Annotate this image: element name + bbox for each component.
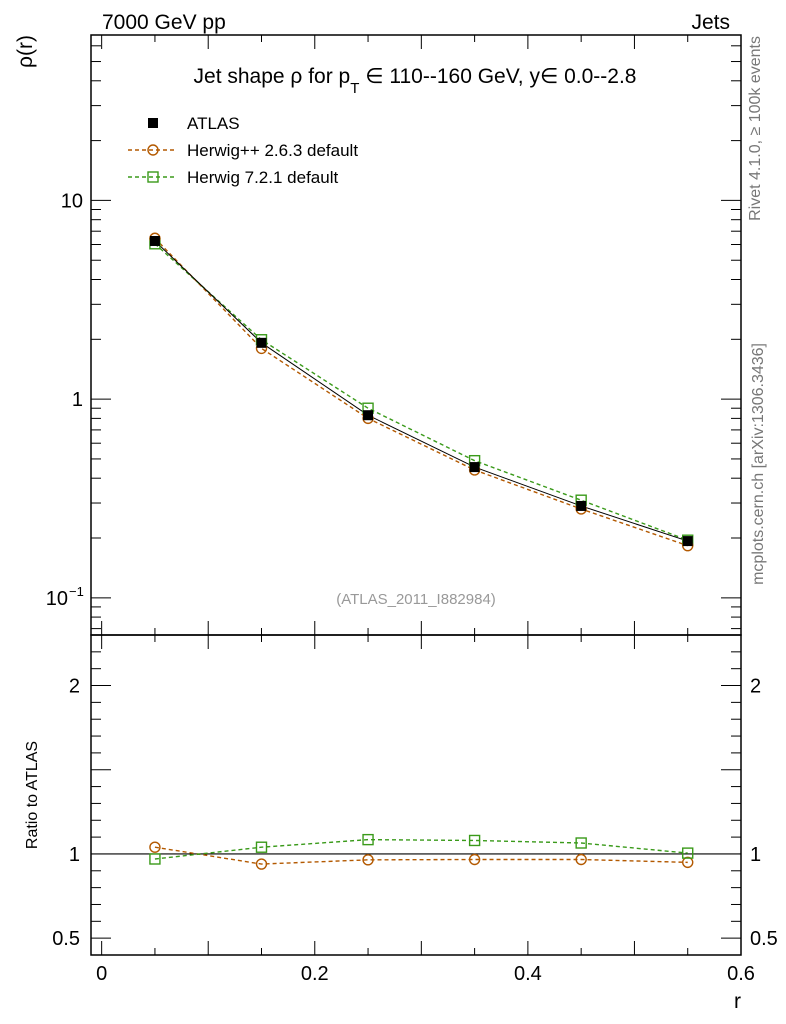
x-tick-label: 0.2	[301, 963, 329, 985]
ratio-point	[575, 853, 587, 866]
ratio-point	[362, 833, 374, 846]
data-point	[469, 462, 480, 473]
ratio-tick-label-right: 1	[750, 844, 761, 866]
ratio-point	[468, 834, 481, 847]
legend-label: ATLAS	[187, 114, 240, 133]
x-axis-label: r	[734, 990, 741, 1013]
ratio-panel: 2 2 1 1 0.5 0.5 Ratio to ATLAS	[24, 634, 778, 956]
main-series	[149, 232, 694, 552]
ratio-point	[149, 853, 161, 865]
data-point	[256, 337, 267, 348]
data-point	[149, 235, 160, 246]
energy-label: 7000 GeV pp	[102, 11, 226, 34]
ratio-panel-frame	[90, 634, 742, 956]
y-axis-label: ρ(r)	[14, 35, 37, 68]
title-prefix: Jet shape ρ for p	[194, 65, 351, 88]
ratio-tick-label: 0.5	[52, 928, 80, 950]
ratio-point	[682, 856, 694, 869]
data-point	[576, 500, 587, 511]
legend-label: Herwig++ 2.6.3 default	[187, 141, 358, 160]
y-tick-label: 10	[61, 190, 83, 212]
series-line	[154, 237, 688, 547]
ratio-tick-label: 1	[69, 844, 80, 866]
ratio-line	[154, 838, 688, 860]
data-point	[682, 536, 693, 547]
ratio-point	[255, 858, 268, 870]
legend-marker	[147, 171, 159, 183]
ratio-y-tick-labels: 2 2 1 1 0.5 0.5	[52, 676, 778, 951]
ratio-line	[154, 846, 688, 865]
ratio-point	[255, 841, 268, 853]
legend: ATLAS Herwig++ 2.6.3 default Herwig 7.2.1 …	[128, 114, 358, 187]
category-label: Jets	[691, 11, 730, 34]
legend-marker	[147, 144, 159, 156]
ratio-point	[682, 847, 694, 859]
legend-marker	[148, 118, 158, 128]
series-line-atlas	[154, 240, 688, 542]
analysis-label: (ATLAS_2011_I882984)	[336, 591, 496, 608]
ratio-series	[149, 833, 694, 870]
ratio-point	[468, 853, 481, 866]
ratio-ticks	[91, 634, 742, 956]
ratio-axis-label: Ratio to ATLAS	[24, 741, 41, 849]
ratio-tick-label-right: 2	[750, 676, 761, 698]
source-label: mcplots.cern.ch [arXiv:1306.3436]	[750, 343, 767, 585]
ratio-tick-label: 2	[69, 676, 80, 698]
series-line	[154, 243, 688, 541]
data-point	[363, 410, 374, 421]
title-subscript: T	[350, 80, 359, 97]
legend-label: Herwig 7.2.1 default	[187, 168, 338, 187]
plot-title: Jet shape ρ for pT ∈ 110--160 GeV, y∈ 0.…	[194, 65, 637, 97]
ratio-point	[575, 837, 587, 849]
title-suffix: ∈ 110--160 GeV, y∈ 0.0--2.8	[359, 65, 636, 88]
y-tick-label-exponent: −1	[69, 584, 84, 599]
y-tick-label: 10	[46, 588, 68, 610]
ratio-point	[362, 854, 374, 866]
x-tick-label: 0.6	[727, 963, 755, 985]
x-tick-label: 0	[96, 963, 107, 985]
y-tick-label: 1	[72, 389, 83, 411]
ratio-tick-label-right: 0.5	[750, 928, 778, 950]
main-ticks	[91, 35, 742, 635]
x-tick-labels: 0 0.2 0.4 0.6	[96, 963, 755, 985]
x-tick-label: 0.4	[514, 963, 542, 985]
ratio-point	[149, 841, 161, 853]
rivet-label: Rivet 4.1.0, ≥ 100k events	[747, 36, 764, 221]
